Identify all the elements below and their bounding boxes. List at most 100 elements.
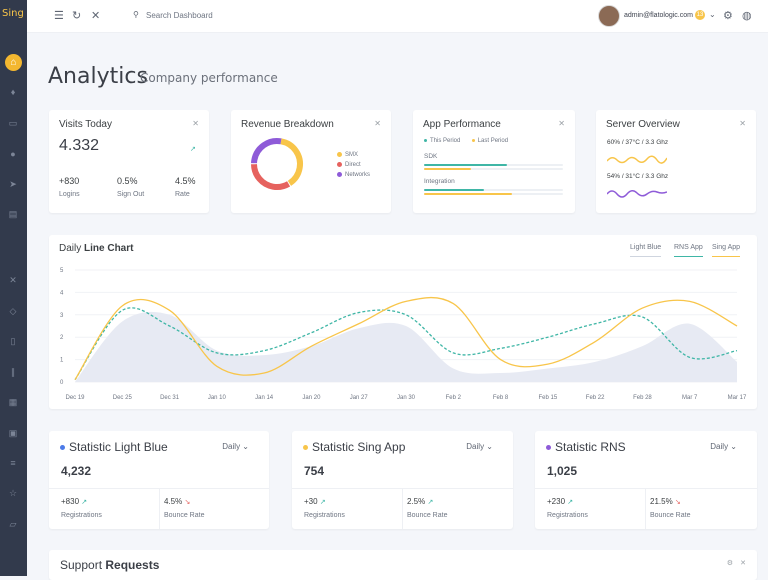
integration-label: Integration: [424, 178, 455, 185]
support-title-prefix: Support: [60, 558, 103, 572]
period-dropdown[interactable]: Daily ⌄: [222, 442, 249, 451]
notification-badge[interactable]: 13: [695, 10, 705, 20]
period-label: Daily: [710, 442, 729, 451]
close-icon[interactable]: ✕: [558, 119, 565, 128]
trend-up-icon: ↗: [319, 499, 326, 506]
series-area-light-blue: [75, 311, 737, 382]
rate-value: 4.5%: [175, 176, 196, 186]
integration-track: [424, 189, 563, 191]
divider: [159, 488, 160, 529]
brand-logo[interactable]: Sing: [2, 8, 24, 19]
gear-icon[interactable]: ⚙: [723, 10, 733, 22]
line-chart-card: Daily Line Chart Light Blue RNS App Sing…: [49, 235, 757, 409]
avatar[interactable]: [598, 5, 620, 27]
y-tick-label: 2: [60, 335, 64, 341]
visits-value: 4.332: [59, 137, 100, 154]
tab-light-blue[interactable]: Light Blue: [630, 244, 662, 257]
sdk-last-period-bar: [424, 168, 472, 170]
home-icon[interactable]: ⌂: [5, 54, 22, 71]
star-icon[interactable]: ☆: [8, 488, 18, 498]
file-icon[interactable]: ▯: [10, 336, 16, 346]
document-icon[interactable]: ▤: [8, 209, 18, 219]
bounce-rate-value: 2.5% ↗: [407, 497, 433, 506]
legend-dot: [424, 138, 427, 142]
support-title-bold: Requests: [105, 558, 160, 572]
stat-value: 754: [304, 464, 325, 478]
stat-card-sing-app: Statistic Sing App Daily ⌄ 754 +30 ↗ Reg…: [292, 431, 513, 529]
registrations-value: +830 ↗: [61, 497, 87, 506]
refresh-icon[interactable]: ↻: [72, 10, 82, 22]
chevron-down-icon[interactable]: ⌄: [709, 10, 716, 19]
divider: [535, 488, 757, 489]
registrations-value: +30 ↗: [304, 497, 326, 506]
logins-value: +830: [59, 176, 80, 186]
trend-up-icon: ↗: [567, 499, 574, 506]
period-dropdown[interactable]: Daily ⌄: [466, 442, 493, 451]
period-label: Daily: [466, 442, 485, 451]
revenue-donut: [251, 138, 303, 190]
server-sparkline-2: [607, 190, 667, 198]
globe-icon[interactable]: ◍: [742, 10, 752, 22]
x-tick-label: Mar 17: [728, 395, 747, 401]
stat-card-rns: Statistic RNS Daily ⌄ 1,025 +230 ↗ Regis…: [535, 431, 757, 529]
series-line-sing-app: [74, 296, 738, 381]
stat-card-light-blue: Statistic Light Blue Daily ⌄ 4,232 +830 …: [49, 431, 269, 529]
bounce-rate-number: 4.5%: [164, 497, 183, 506]
close-icon[interactable]: ✕: [374, 119, 381, 128]
signout-label: Sign Out: [117, 191, 145, 198]
x-tick-label: Jan 20: [302, 395, 321, 401]
layers-icon[interactable]: ◇: [9, 306, 17, 316]
bounce-rate-number: 2.5%: [407, 497, 426, 506]
sdk-label: SDK: [424, 153, 438, 160]
revenue-legend: SMX Direct Networks: [337, 150, 370, 180]
legend-dot: [337, 161, 342, 167]
x-tick-label: Feb 28: [633, 395, 652, 401]
gem-icon[interactable]: ♦: [10, 87, 16, 97]
legend-smx: SMX: [337, 150, 370, 160]
user-email[interactable]: admin@flatologic.com: [624, 12, 693, 19]
folder-icon[interactable]: ▱: [9, 519, 17, 529]
stat-card-title: Statistic RNS: [555, 440, 626, 454]
x-tick-label: Dec 19: [65, 395, 85, 401]
grid-icon[interactable]: ▦: [8, 397, 18, 407]
server-overview-card: Server Overview ✕ 60% / 37°C / 3.3 Ghz 5…: [596, 110, 756, 213]
tools-icon[interactable]: ✕: [9, 275, 17, 285]
legend-dot: [471, 138, 475, 142]
server-row-1-label: 60% / 37°C / 3.3 Ghz: [607, 139, 669, 146]
chart-icon[interactable]: ∥: [10, 367, 16, 377]
gear-icon[interactable]: ⚙: [726, 560, 733, 567]
x-tick-label: Feb 15: [539, 395, 558, 401]
page-title: Analytics: [48, 64, 148, 89]
x-tick-label: Jan 14: [255, 395, 274, 401]
logins-label: Logins: [59, 191, 80, 198]
search-input[interactable]: Search Dashboard: [146, 11, 213, 20]
legend-dot: [337, 171, 342, 177]
lock-icon[interactable]: ▣: [8, 428, 18, 438]
performance-legend: This Period Last Period: [424, 138, 508, 144]
divider: [645, 488, 646, 529]
menu-icon[interactable]: ☰: [54, 10, 64, 22]
close-icon[interactable]: ✕: [192, 119, 199, 128]
close-icon[interactable]: ✕: [91, 10, 101, 22]
revenue-title: Revenue Breakdown: [241, 119, 334, 130]
database-icon[interactable]: ≡: [10, 458, 16, 468]
inbox-icon[interactable]: ▭: [8, 118, 18, 128]
tab-sing-app[interactable]: Sing App: [712, 244, 741, 257]
y-tick-label: 3: [60, 313, 64, 319]
tab-rns-app[interactable]: RNS App: [674, 244, 703, 257]
sdk-this-period-bar: [424, 164, 508, 166]
user-icon[interactable]: ●: [10, 149, 16, 159]
close-icon[interactable]: ✕: [739, 119, 746, 128]
chevron-down-icon: ⌄: [242, 442, 249, 451]
period-dropdown[interactable]: Daily ⌄: [710, 442, 737, 451]
server-sparkline-1: [607, 155, 667, 164]
close-icon[interactable]: ✕: [740, 560, 746, 567]
trend-down-icon: ↘: [674, 499, 681, 506]
legend-networks: Networks: [337, 170, 370, 180]
stat-dot: [546, 445, 551, 450]
x-tick-label: Feb 8: [493, 395, 509, 401]
period-label: Daily: [222, 442, 241, 451]
send-icon[interactable]: ➤: [9, 179, 17, 189]
trend-up-icon: ↗: [427, 499, 434, 506]
x-tick-label: Dec 31: [160, 395, 180, 401]
